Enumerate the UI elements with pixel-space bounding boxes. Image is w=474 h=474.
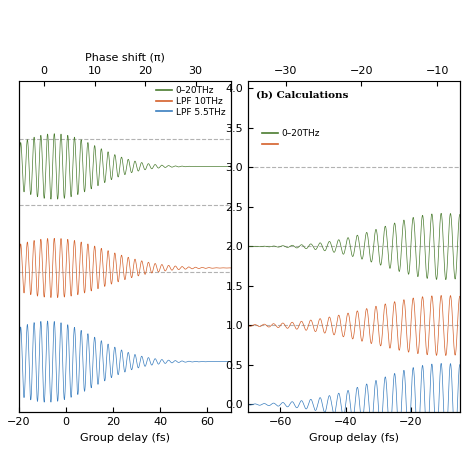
Legend: 0–20THz, : 0–20THz, [258,126,324,153]
X-axis label: Group delay (fs): Group delay (fs) [80,433,170,443]
X-axis label: Group delay (fs): Group delay (fs) [309,433,399,443]
Legend: 0–20THz, LPF 10THz, LPF 5.5THz: 0–20THz, LPF 10THz, LPF 5.5THz [152,82,229,120]
X-axis label: Phase shift (π): Phase shift (π) [85,52,165,62]
Text: (b) Calculations: (b) Calculations [256,91,349,100]
